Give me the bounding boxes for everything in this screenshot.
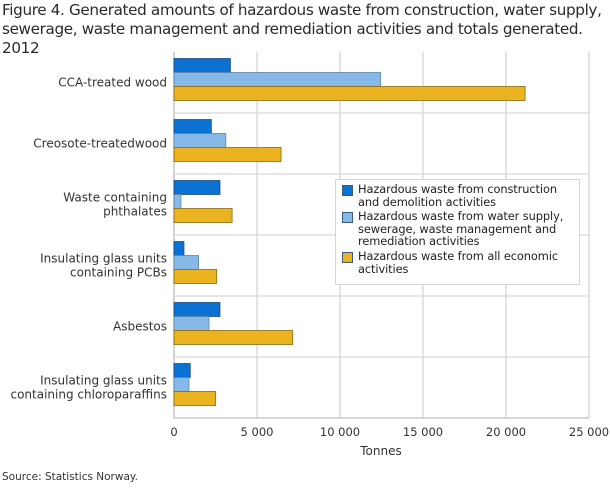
x-axis-label: Tonnes [359,444,401,458]
bar [173,147,282,162]
chart-title: Figure 4. Generated amounts of hazardous… [2,1,602,57]
legend-swatch [342,251,353,263]
x-tick-label: 5 000 [241,425,274,439]
bar [173,72,382,87]
bar [173,194,182,209]
category-label: CCA-treated wood [58,76,167,90]
category-label: phthalates [103,205,167,219]
bar [173,363,191,378]
bar [173,119,212,134]
bar [173,58,231,73]
x-tick-label: 15 000 [403,425,443,439]
category-label: Insulating glass units [40,252,167,266]
x-tick-label: 25 000 [569,425,609,439]
legend-item: Hazardous waste from water supply, sewera… [342,210,575,248]
x-tick-label: 10 000 [320,425,360,439]
category-label: Creosote-treatedwood [33,137,167,151]
x-tick-label: 20 000 [486,425,526,439]
legend-swatch [342,212,353,224]
category-label: Waste containing [63,191,167,205]
x-tick-label: 0 [170,425,177,439]
bar [173,330,294,345]
legend-label: Hazardous waste from construction and dem… [358,182,557,209]
category-label: Asbestos [113,320,167,334]
bar [173,377,190,392]
bar [173,208,233,223]
legend-swatch [342,185,353,196]
legend-item: Hazardous waste from construction and dem… [342,183,575,208]
legend: Hazardous waste from construction and dem… [335,179,580,285]
bar [173,241,185,256]
bar [173,391,217,406]
bar [173,180,221,195]
category-label: Insulating glass units [40,374,167,388]
category-label: containing PCBs [70,266,167,280]
bar [173,316,210,331]
bar [173,302,221,317]
bar [173,133,227,148]
category-label: containing chloroparaffins [10,388,167,402]
legend-item: Hazardous waste from all economic activit… [342,250,575,275]
bar [173,269,218,284]
legend-label: Hazardous waste from water supply, sewera… [358,209,564,249]
legend-label: Hazardous waste from all economic activit… [358,248,558,276]
bar [173,255,199,270]
bar [173,86,526,101]
source-note: Source: Statistics Norway. [2,471,138,483]
